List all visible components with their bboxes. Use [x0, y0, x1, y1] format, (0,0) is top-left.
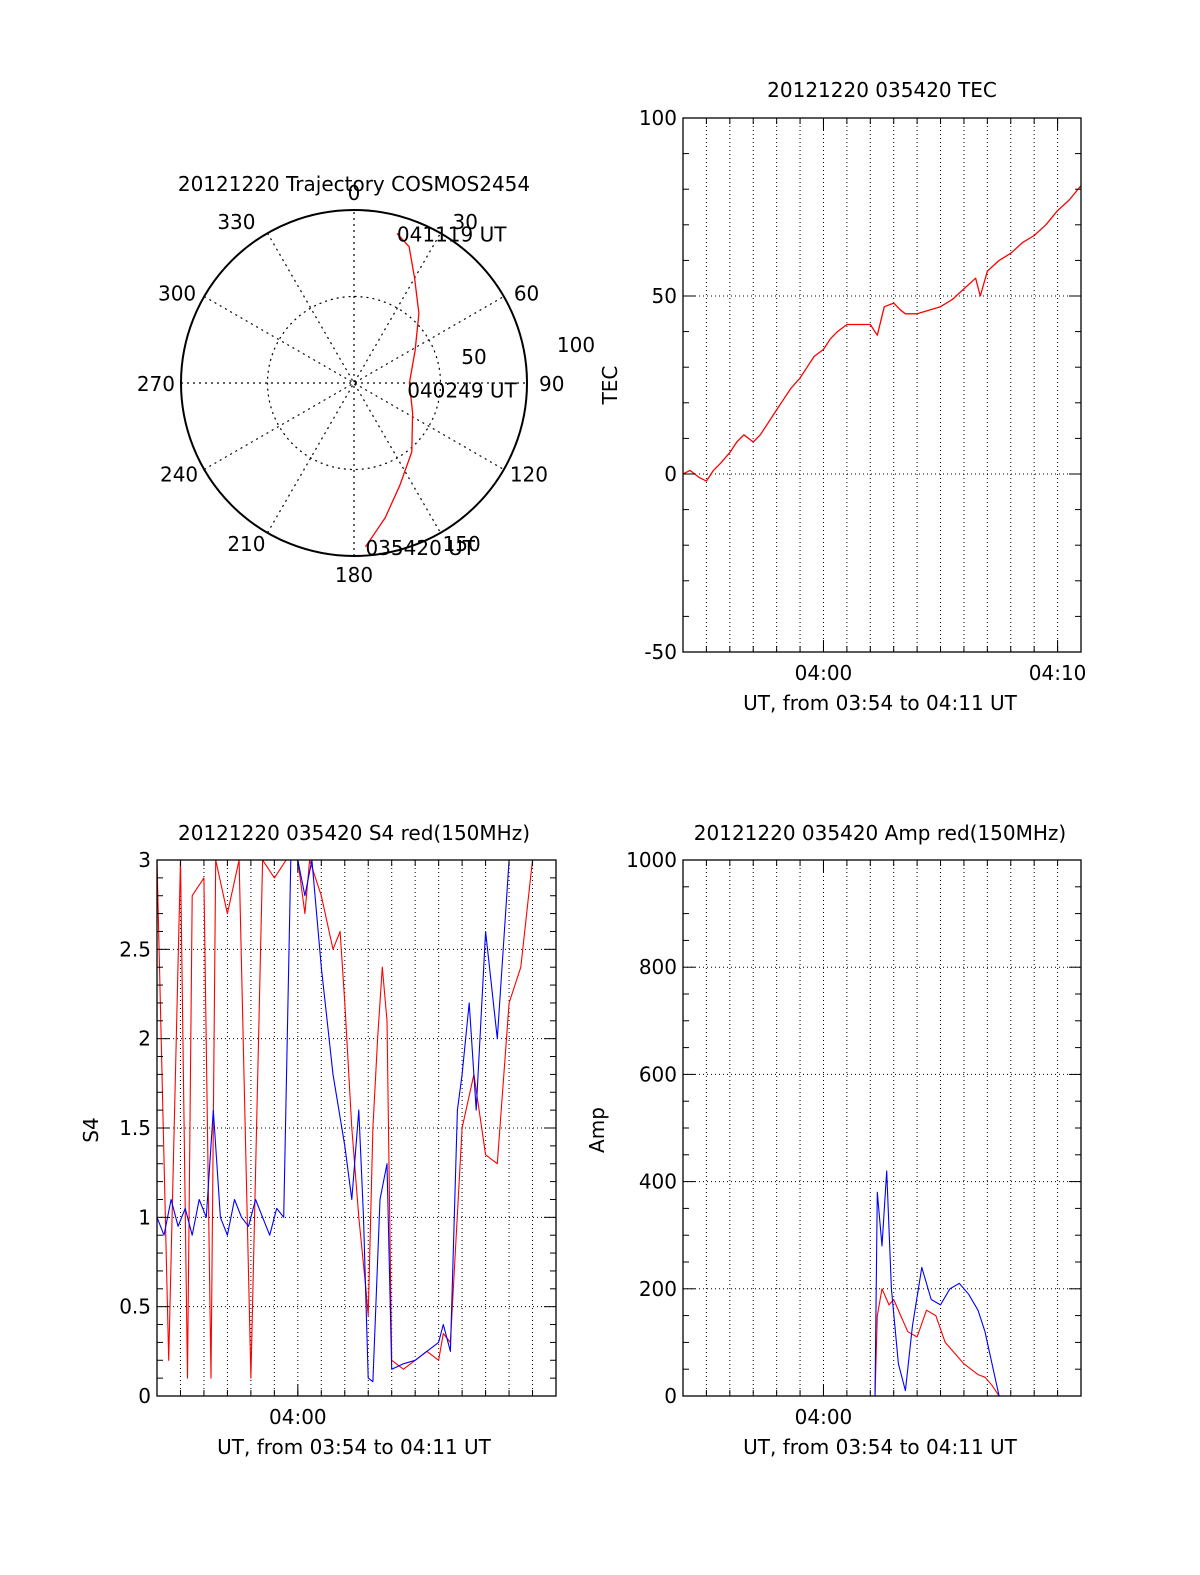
amp-title: 20121220 035420 Amp red(150MHz) [694, 821, 1066, 845]
tec-plot-area: -50 0 50 100 04:00 04:10 [639, 106, 1087, 685]
amp-xlabel: UT, from 03:54 to 04:11 UT [743, 1435, 1018, 1459]
series-group [683, 1170, 1081, 1396]
series-line-0 [157, 860, 556, 1379]
series-line-1 [157, 860, 556, 1383]
y-tick-label: 200 [639, 1277, 677, 1301]
plot-frame [682, 859, 1082, 1397]
polar-spoke [203, 295, 505, 471]
series-line-0 [683, 1288, 1081, 1396]
x-tick-label: 04:00 [269, 1405, 327, 1429]
polar-time-annotation: 035420 UT [365, 536, 475, 560]
y-tick-label: 1000 [626, 848, 677, 872]
y-tick-label: 0 [664, 1384, 677, 1408]
tec-xlabel: UT, from 03:54 to 04:11 UT [743, 691, 1018, 715]
polar-angle-label: 300 [158, 282, 196, 306]
polar-angle-label: 240 [160, 463, 198, 487]
polar-angle-label: 60 [514, 282, 539, 306]
tec-title: 20121220 035420 TEC [767, 78, 997, 102]
polar-title: 20121220 Trajectory COSMOS2454 [178, 172, 530, 196]
polar-time-annotation: 041119 UT [397, 222, 507, 246]
x-tick-label: 04:00 [795, 661, 853, 685]
series-line-1 [683, 1170, 1081, 1396]
plot-frame [156, 859, 557, 1397]
polar-angle-label: 30 [453, 210, 478, 234]
series-group [157, 860, 556, 1383]
polar-angle-label: 150 [443, 532, 481, 556]
x-tick-label: 04:10 [1029, 661, 1087, 685]
polar-angle-label: 0 [348, 181, 361, 205]
polar-trajectory [364, 232, 420, 548]
series-group [683, 185, 1081, 482]
amp-panel: 20121220 035420 Amp red(150MHz) 0 200 400 6… [585, 821, 1082, 1459]
y-tick-label: 2.5 [119, 937, 151, 961]
y-tick-label: 0.5 [119, 1295, 151, 1319]
polar-angle-label: 330 [217, 210, 255, 234]
y-tick-label: 1 [138, 1205, 151, 1229]
y-tick-label: 0 [664, 462, 677, 486]
y-tick-label: 600 [639, 1062, 677, 1086]
tec-ylabel: TEC [598, 366, 622, 406]
polar-angle-label: 90 [539, 372, 564, 396]
polar-spoke [203, 295, 505, 471]
y-tick-label: 3 [138, 848, 151, 872]
polar-radial-label: 100 [557, 333, 595, 357]
y-tick-label: -50 [644, 640, 677, 664]
x-tick-label: 04:00 [795, 1405, 853, 1429]
polar-spoke [266, 232, 442, 534]
y-tick-label: 100 [639, 106, 677, 130]
s4-ylabel: S4 [79, 1117, 103, 1142]
polar-angle-label: 210 [227, 532, 265, 556]
polar-angle-labels: 0 30 60 90 120 150 180 210 240 270 300 330 50 100 [137, 181, 595, 587]
y-tick-label: 0 [138, 1384, 151, 1408]
s4-title: 20121220 035420 S4 red(150MHz) [178, 821, 530, 845]
polar-trajectory-line [364, 232, 420, 548]
y-tick-label: 1.5 [119, 1116, 151, 1140]
y-tick-label: 400 [639, 1170, 677, 1194]
s4-plot-area: 0 0.5 1 1.5 2 2.5 3 04:00 [119, 848, 557, 1429]
plot-frame [682, 117, 1082, 653]
polar-spoke [266, 232, 442, 534]
polar-angle-label: 270 [137, 372, 175, 396]
polar-annotations: 041119 UT 040249 UT 035420 UT [365, 222, 517, 560]
polar-grid [180, 209, 528, 557]
y-tick-label: 2 [138, 1027, 151, 1051]
polar-radial-label: 50 [461, 345, 486, 369]
series-line-0 [683, 185, 1081, 482]
polar-panel: 20121220 Trajectory COSMOS2454 0 30 60 90 12… [137, 172, 595, 587]
amp-plot-area: 0 200 400 600 800 1000 04:00 [626, 848, 1082, 1429]
polar-time-annotation: 040249 UT [407, 379, 517, 403]
s4-xlabel: UT, from 03:54 to 04:11 UT [217, 1435, 492, 1459]
y-tick-label: 50 [652, 284, 677, 308]
polar-angle-label: 180 [335, 563, 373, 587]
polar-angle-label: 120 [510, 463, 548, 487]
s4-panel: 20121220 035420 S4 red(150MHz) 0 0.5 1 1.5 2… [79, 821, 557, 1459]
y-tick-label: 800 [639, 955, 677, 979]
amp-ylabel: Amp [585, 1107, 609, 1153]
